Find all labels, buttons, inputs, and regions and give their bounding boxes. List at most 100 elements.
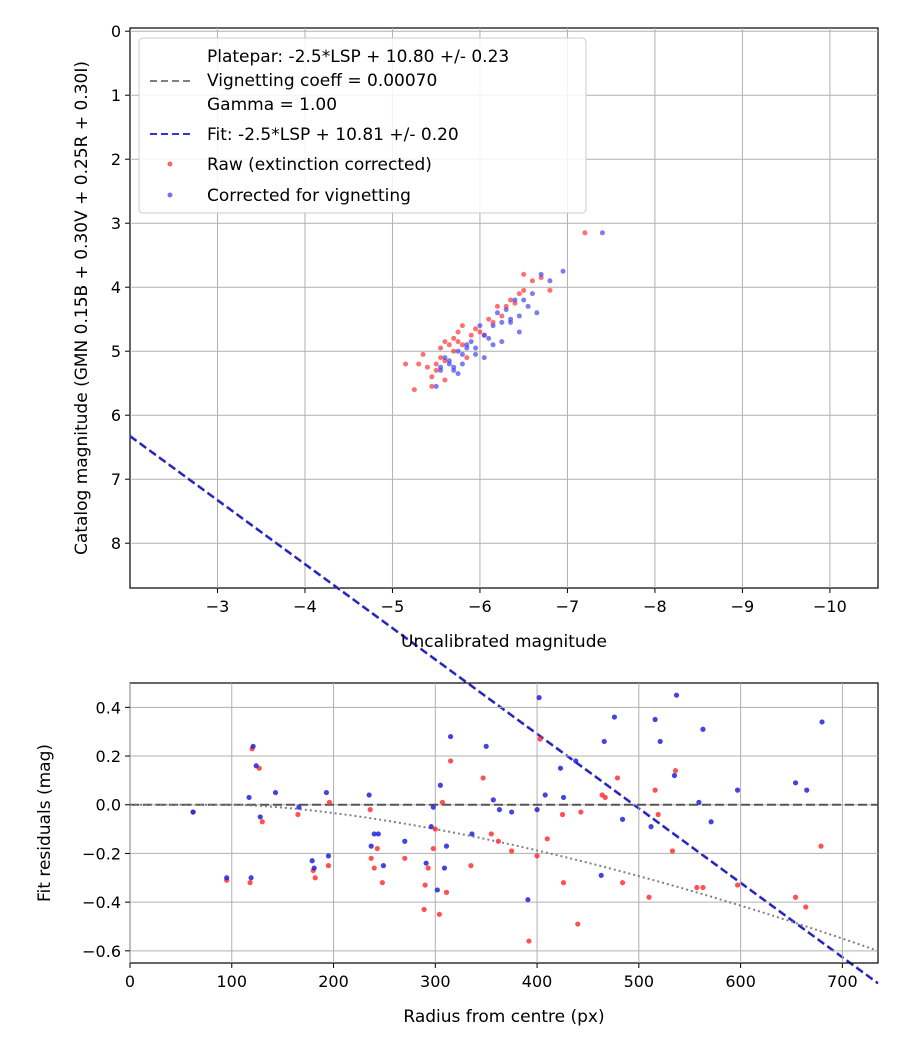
- top-y-tick-label: 1: [111, 86, 121, 105]
- bottom-point-corrected: [536, 695, 542, 701]
- bottom-point-raw: [700, 884, 706, 891]
- top-y-ticks: 0 1 2 3 4 5 6 7 8: [111, 22, 130, 553]
- bottom-point-raw: [803, 904, 809, 910]
- bottom-point-corrected: [443, 843, 450, 849]
- bottom-point-raw: [526, 938, 532, 944]
- top-point-corrected: [494, 310, 500, 316]
- top-point-raw: [455, 329, 461, 335]
- bottom-point-corrected: [619, 816, 626, 822]
- bottom-y-axis-label: Fit residuals (mag): [35, 744, 55, 902]
- bottom-point-raw: [614, 775, 621, 781]
- top-point-raw: [459, 342, 465, 348]
- bottom-point-corrected: [380, 863, 387, 869]
- top-data-points: [403, 230, 605, 393]
- bottom-point-raw: [468, 863, 474, 869]
- top-fit-lines: [129, 434, 879, 985]
- bottom-x-tick-label: 400: [522, 972, 553, 991]
- bottom-point-raw: [402, 855, 408, 861]
- bottom-point-raw: [578, 809, 584, 815]
- top-point-corrected: [538, 271, 544, 277]
- bottom-point-corrected: [309, 858, 315, 864]
- bottom-point-raw: [295, 811, 301, 818]
- bottom-point-raw: [367, 807, 373, 813]
- bottom-point-raw: [447, 758, 454, 764]
- legend-entry-platepar: Platepar: -2.5*LSP + 10.80 +/- 0.23: [207, 47, 509, 67]
- top-point-corrected: [512, 297, 518, 303]
- top-x-tick-label: −3: [206, 597, 230, 616]
- top-point-raw: [438, 345, 444, 351]
- top-point-raw: [446, 342, 452, 348]
- bottom-point-raw: [672, 768, 679, 774]
- bottom-point-corrected: [437, 782, 443, 788]
- bottom-point-raw: [652, 787, 658, 793]
- bottom-point-corrected: [671, 772, 678, 779]
- bottom-point-raw: [480, 775, 486, 781]
- bottom-point-corrected: [673, 692, 680, 698]
- top-x-tick-label: −6: [468, 597, 492, 616]
- bottom-point-raw: [326, 799, 333, 805]
- top-point-raw: [582, 230, 588, 236]
- bottom-point-corrected: [375, 831, 381, 837]
- bottom-point-raw: [792, 894, 799, 900]
- top-point-raw: [529, 278, 535, 284]
- top-y-tick-label: 8: [111, 534, 121, 553]
- bottom-point-corrected: [657, 738, 663, 745]
- bottom-point-corrected: [248, 875, 254, 881]
- legend-entry-raw: Raw (extinction corrected): [207, 155, 432, 175]
- bottom-reference-lines: [130, 803, 879, 952]
- top-plot-frame: [129, 27, 879, 589]
- bottom-point-corrected: [483, 743, 489, 749]
- top-point-corrected: [499, 319, 505, 325]
- top-point-corrected: [446, 358, 452, 364]
- bottom-point-corrected: [371, 831, 377, 837]
- bottom-point-corrected: [534, 807, 540, 813]
- bottom-x-tick-label: 700: [827, 972, 858, 991]
- top-point-raw: [438, 355, 444, 361]
- bottom-point-corrected: [573, 758, 579, 764]
- bottom-point-corrected: [696, 799, 702, 805]
- top-point-raw: [403, 361, 409, 367]
- legend: Platepar: -2.5*LSP + 10.80 +/- 0.23 Vign…: [138, 37, 587, 214]
- bottom-y-tick-label: −0.2: [82, 844, 121, 863]
- bottom-point-raw: [694, 884, 700, 891]
- bottom-point-corrected: [708, 819, 714, 825]
- top-point-corrected: [473, 345, 479, 351]
- top-x-tick-label: −5: [381, 597, 405, 616]
- bottom-point-corrected: [434, 887, 440, 893]
- top-point-corrected: [490, 323, 496, 329]
- top-point-corrected: [486, 335, 492, 341]
- bottom-point-raw: [537, 736, 543, 742]
- bottom-point-corrected: [246, 794, 252, 801]
- top-y-axis-label: Catalog magnitude (GMN 0.15B + 0.30V + 0…: [72, 61, 92, 555]
- top-point-raw: [420, 351, 426, 357]
- bottom-point-raw: [443, 889, 450, 895]
- top-point-raw: [508, 297, 514, 303]
- bottom-point-corrected: [368, 843, 374, 849]
- bottom-point-raw: [818, 843, 824, 849]
- top-y-tick-label: 4: [111, 278, 121, 297]
- bottom-point-raw: [259, 819, 265, 825]
- top-point-raw: [455, 339, 461, 345]
- bottom-x-tick-label: 100: [216, 972, 247, 991]
- top-point-corrected: [455, 371, 461, 377]
- bottom-point-raw: [655, 811, 661, 818]
- top-point-corrected: [508, 316, 514, 322]
- bottom-x-tick-label: 600: [725, 972, 756, 991]
- bottom-point-corrected: [652, 716, 658, 723]
- top-point-corrected: [477, 323, 483, 329]
- top-point-raw: [429, 374, 435, 380]
- bottom-point-corrected: [253, 763, 259, 769]
- top-point-corrected: [433, 383, 439, 389]
- bottom-y-tick-label: 0.4: [96, 698, 121, 717]
- bottom-point-corrected: [601, 738, 607, 745]
- top-point-corrected: [473, 351, 479, 357]
- top-point-raw: [424, 364, 430, 370]
- bottom-point-corrected: [296, 804, 302, 810]
- top-y-tick-label: 0: [111, 22, 121, 41]
- bottom-point-corrected: [311, 865, 317, 871]
- magnitude-calibration-chart: −3 −4 −5 −6 −7 −8 −9 −10 0 1 2 3 4 5 6 7 8 Uncalibrated…: [72, 22, 879, 985]
- top-point-corrected: [516, 313, 522, 319]
- bottom-point-raw: [421, 906, 427, 913]
- bottom-point-raw: [534, 853, 540, 859]
